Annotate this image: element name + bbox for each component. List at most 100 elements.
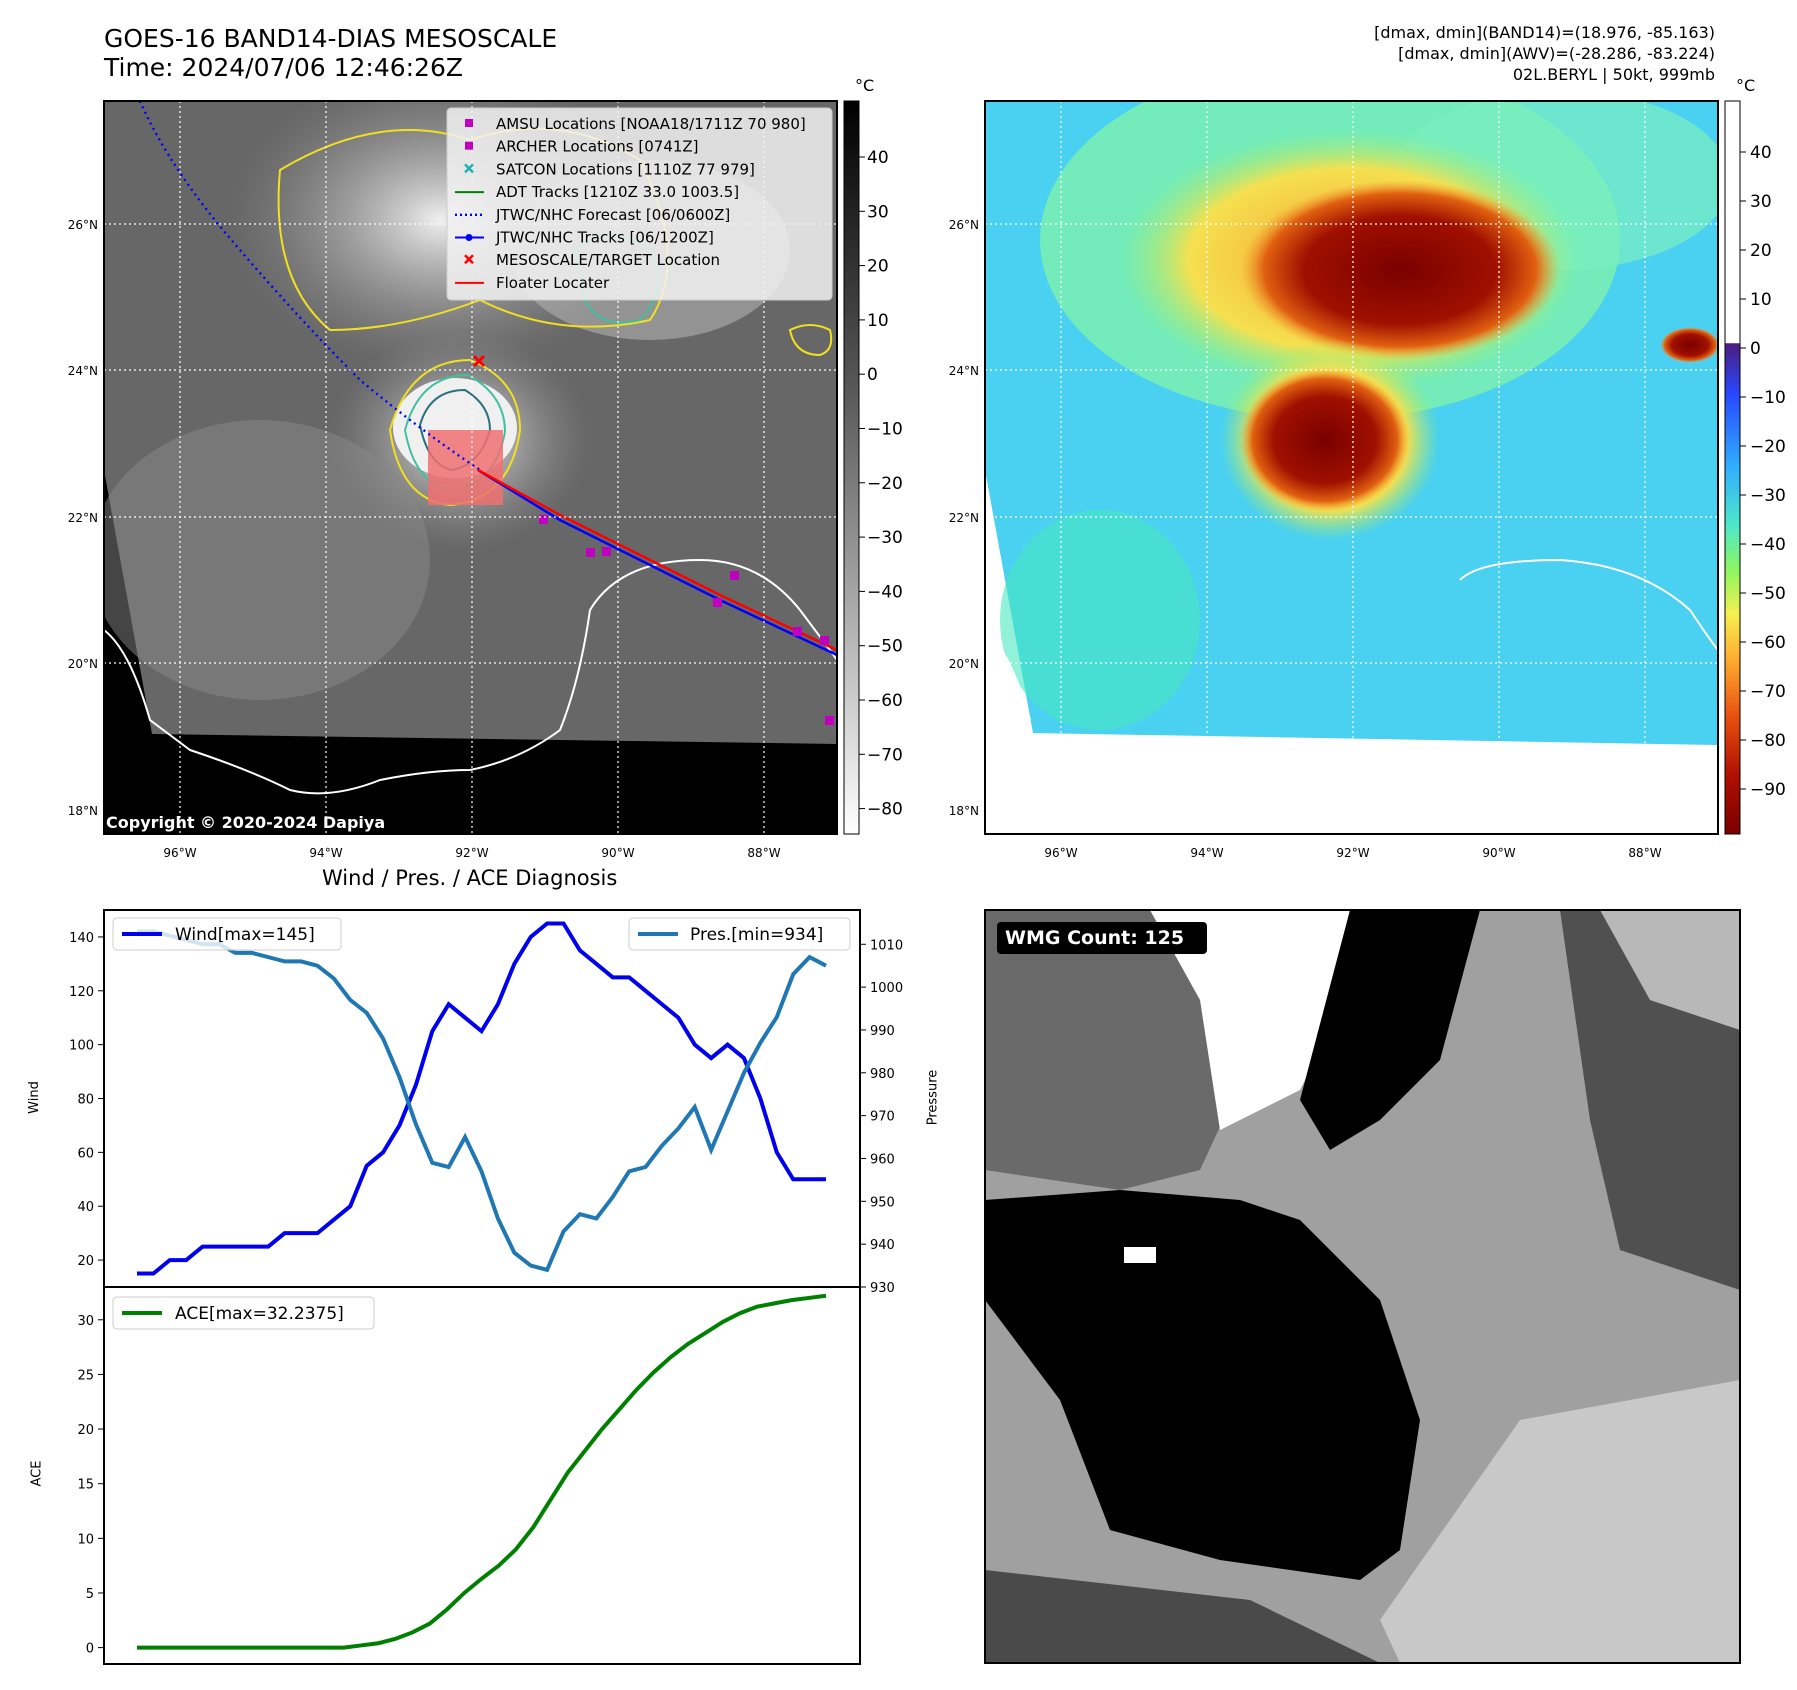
title-line-2: Time: 2024/07/06 12:46:26Z (104, 53, 463, 82)
ace-plot-area (103, 1286, 861, 1665)
colorbar-awv-tick: −80 (1750, 731, 1786, 751)
pressure-tick: 960 (870, 1152, 895, 1167)
colorbar-ir-tick: −10 (867, 420, 903, 440)
legend-item: AMSU Locations [NOAA18/1711Z 70 980] (465, 115, 806, 133)
ace-tick: 15 (77, 1478, 94, 1493)
jtwc-track (477, 468, 837, 657)
meta-line-1: [dmax, dmin](BAND14)=(18.976, -85.163) (1374, 23, 1715, 42)
wind-pres-chart: 20 40 60 80 100 120 140 930 940 950 960 970 980 990 10… (69, 917, 903, 1296)
colorbar-ir-tick: −20 (867, 474, 903, 494)
lat-tick-right: 20°N (949, 657, 979, 671)
colorbar-awv-tick: −70 (1750, 682, 1786, 702)
ace-tick: 25 (77, 1368, 94, 1383)
colorbar-ir-tick: −50 (867, 637, 903, 657)
pressure-tick: 970 (870, 1110, 895, 1125)
legend-label: JTWC/NHC Forecast [06/0600Z] (495, 206, 730, 224)
diagnosis-title: Wind / Pres. / ACE Diagnosis (322, 866, 618, 890)
copyright-text: Copyright © 2020-2024 Dapiya (106, 813, 386, 832)
ace-legend: ACE[max=32.2375] (112, 1296, 375, 1330)
colorbar-ir-unit: °C (855, 76, 875, 95)
lon-tick-left: 90°W (601, 846, 634, 860)
legend-item: ARCHER Locations [0741Z] (465, 138, 699, 156)
wind-legend-label: Wind[max=145] (175, 925, 315, 945)
awv-grid (985, 101, 1718, 834)
colorbar-awv-tick: −10 (1750, 388, 1786, 408)
wmg-panel (985, 910, 1740, 1663)
legend-item: ADT Tracks [1210Z 33.0 1003.5] (455, 183, 739, 201)
figure-title: GOES-16 BAND14-DIAS MESOSCALE Time: 2024… (104, 24, 557, 82)
lat-tick-right: 18°N (949, 804, 979, 818)
lon-tick-right: 92°W (1336, 846, 1369, 860)
legend-label: ADT Tracks [1210Z 33.0 1003.5] (496, 183, 739, 201)
lat-tick-left: 26°N (68, 218, 98, 232)
legend-item: JTWC/NHC Forecast [06/0600Z] (455, 206, 730, 224)
legend-item: MESOSCALE/TARGET Location (464, 251, 720, 269)
colorbar-awv-tick: 40 (1750, 143, 1772, 163)
ace-tick: 30 (77, 1314, 94, 1329)
pressure-tick: 990 (870, 1024, 895, 1039)
lon-tick-left: 96°W (163, 846, 196, 860)
floater-track (477, 468, 837, 652)
ace-chart: 0 5 10 15 20 25 30 ACE[max=32.2375] (77, 1293, 827, 1657)
colorbar-ir-tick: 0 (867, 365, 878, 385)
ace-tick: 5 (86, 1587, 94, 1602)
colorbar-awv-tick: −40 (1750, 535, 1786, 555)
wind-legend: Wind[max=145] (112, 917, 342, 951)
legend-item: Floater Locater (455, 274, 610, 292)
colorbar-ir-tick: 40 (867, 148, 889, 168)
colorbar-awv-tick: −60 (1750, 633, 1786, 653)
map-legend: AMSU Locations [NOAA18/1711Z 70 980] ARCH… (446, 107, 833, 301)
colorbar-awv-tick: 10 (1750, 290, 1772, 310)
floater-box (428, 430, 503, 505)
colorbar-ir-tick: 20 (867, 257, 889, 277)
lat-tick-right: 24°N (949, 364, 979, 378)
colorbar-ir-tick: −40 (867, 582, 903, 602)
colorbar-awv-tick: 20 (1750, 241, 1772, 261)
wind-tick: 20 (77, 1254, 94, 1269)
legend-label: JTWC/NHC Tracks [06/1200Z] (495, 229, 714, 247)
wmg-badge (997, 922, 1207, 954)
figure-meta: [dmax, dmin](BAND14)=(18.976, -85.163) [… (1374, 22, 1715, 85)
target-marker (472, 354, 486, 368)
colorbar-awv-tick: 0 (1750, 339, 1761, 359)
colorbar-ir-tick: −60 (867, 691, 903, 711)
lat-tick-left: 20°N (68, 657, 98, 671)
legend-item: JTWC/NHC Tracks [06/1200Z] (455, 229, 714, 247)
colorbar-awv-tick: 30 (1750, 192, 1772, 212)
lat-tick-left: 18°N (68, 804, 98, 818)
lon-tick-right: 90°W (1482, 846, 1515, 860)
lat-tick-left: 24°N (68, 364, 98, 378)
pressure-tick: 930 (870, 1281, 895, 1296)
wind-tick: 120 (69, 985, 94, 1000)
pressure-tick: 980 (870, 1067, 895, 1082)
wind-axis-label: Wind (26, 1081, 42, 1114)
legend-label: SATCON Locations [1110Z 77 979] (496, 160, 755, 178)
pressure-tick: 950 (870, 1195, 895, 1210)
lon-tick-right: 94°W (1190, 846, 1223, 860)
pressure-tick: 940 (870, 1238, 895, 1253)
colorbar-awv-tick: −90 (1750, 780, 1786, 800)
map-tick-group: 26°N 26°N 24°N 24°N 22°N 22°N 20°N 20°N 18°N 18°N… (68, 218, 1662, 860)
ace-legend-label: ACE[max=32.2375] (175, 1304, 344, 1324)
wind-pres-plot-area (103, 909, 861, 1288)
awv-map-panel (985, 101, 1718, 834)
wind-tick: 60 (77, 1146, 94, 1161)
lon-tick-left: 88°W (747, 846, 780, 860)
pressure-legend: Pres.[min=934] (628, 917, 851, 951)
pressure-line (137, 929, 827, 1273)
meta-line-2: [dmax, dmin](AWV)=(-28.286, -83.224) (1398, 44, 1715, 63)
wind-tick: 80 (77, 1093, 94, 1108)
pressure-axis-label: Pressure (925, 1069, 941, 1126)
colorbar-ir-tick: 10 (867, 311, 889, 331)
colorbar-ir (843, 100, 860, 835)
lat-tick-right: 26°N (949, 218, 979, 232)
pressure-tick: 1000 (870, 981, 903, 996)
lon-tick-right: 96°W (1044, 846, 1077, 860)
title-line-1: GOES-16 BAND14-DIAS MESOSCALE (104, 24, 558, 53)
lon-tick-left: 92°W (455, 846, 488, 860)
forecast-track (138, 101, 481, 471)
ace-line (137, 1293, 827, 1650)
meta-line-3: 02L.BERYL | 50kt, 999mb (1512, 65, 1715, 84)
colorbar-awv (1724, 100, 1741, 835)
legend-label: ARCHER Locations [0741Z] (496, 138, 699, 156)
